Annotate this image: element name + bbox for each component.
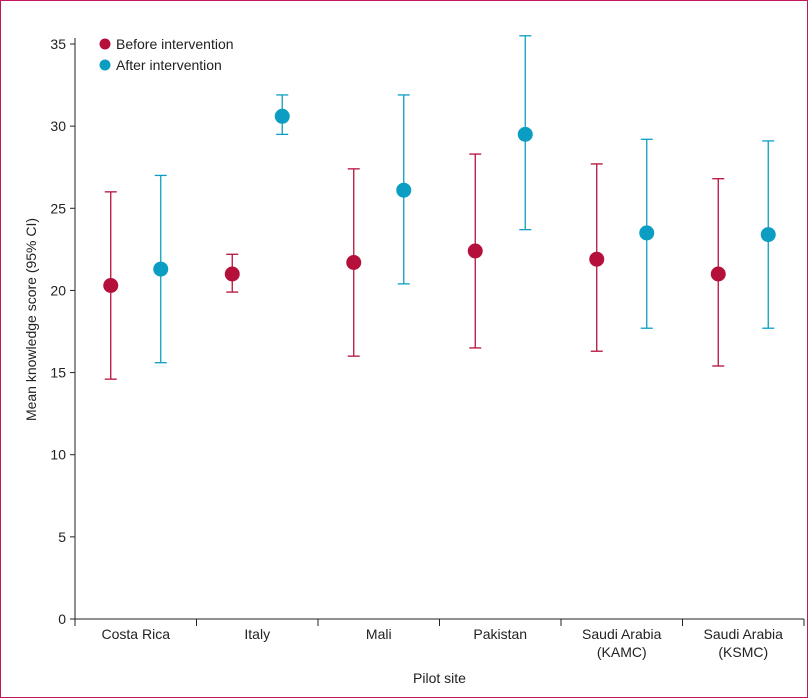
x-tick-label: Saudi Arabia — [704, 626, 784, 642]
mean-point — [639, 225, 655, 241]
mean-point — [224, 266, 240, 282]
mean-point — [396, 182, 412, 198]
x-tick-label: Italy — [244, 626, 270, 642]
legend-label: After intervention — [116, 57, 222, 73]
x-tick-label: Pakistan — [473, 626, 527, 642]
mean-point — [760, 227, 776, 243]
x-tick-label: Mali — [366, 626, 392, 642]
mean-point — [710, 266, 726, 282]
legend: Before intervention After intervention — [99, 36, 234, 73]
x-tick-label: (KAMC) — [597, 644, 647, 660]
legend-label: Before intervention — [116, 36, 234, 52]
y-tick-label: 10 — [50, 447, 66, 463]
legend-marker — [99, 59, 111, 71]
y-tick-label: 35 — [50, 36, 66, 52]
mean-point — [517, 126, 533, 142]
series-before — [103, 153, 726, 380]
y-tick-label: 20 — [50, 282, 66, 298]
y-tick-label: 0 — [58, 611, 66, 627]
y-tick-label: 25 — [50, 200, 66, 216]
x-tick-label: Saudi Arabia — [582, 626, 662, 642]
mean-point — [589, 251, 605, 267]
y-tick-label: 5 — [58, 529, 66, 545]
legend-marker — [99, 38, 111, 50]
mean-point — [103, 278, 119, 293]
mean-point — [467, 243, 483, 259]
y-axis-title: Mean knowledge score (95% CI) — [23, 218, 39, 421]
x-tick-label: (KSMC) — [718, 644, 768, 660]
x-tick-label: Costa Rica — [102, 626, 171, 642]
mean-point — [274, 108, 290, 124]
y-tick-label: 30 — [50, 118, 66, 134]
mean-point — [346, 255, 362, 270]
x-axis-title: Pilot site — [413, 670, 466, 686]
y-tick-label: 15 — [50, 365, 66, 381]
axes: 0 5 10 15 20 25 30 35 Costa Rica Italy Mali Pakista… — [50, 36, 805, 660]
mean-point — [153, 261, 169, 277]
series-after — [153, 35, 776, 364]
data-marks — [103, 35, 776, 380]
